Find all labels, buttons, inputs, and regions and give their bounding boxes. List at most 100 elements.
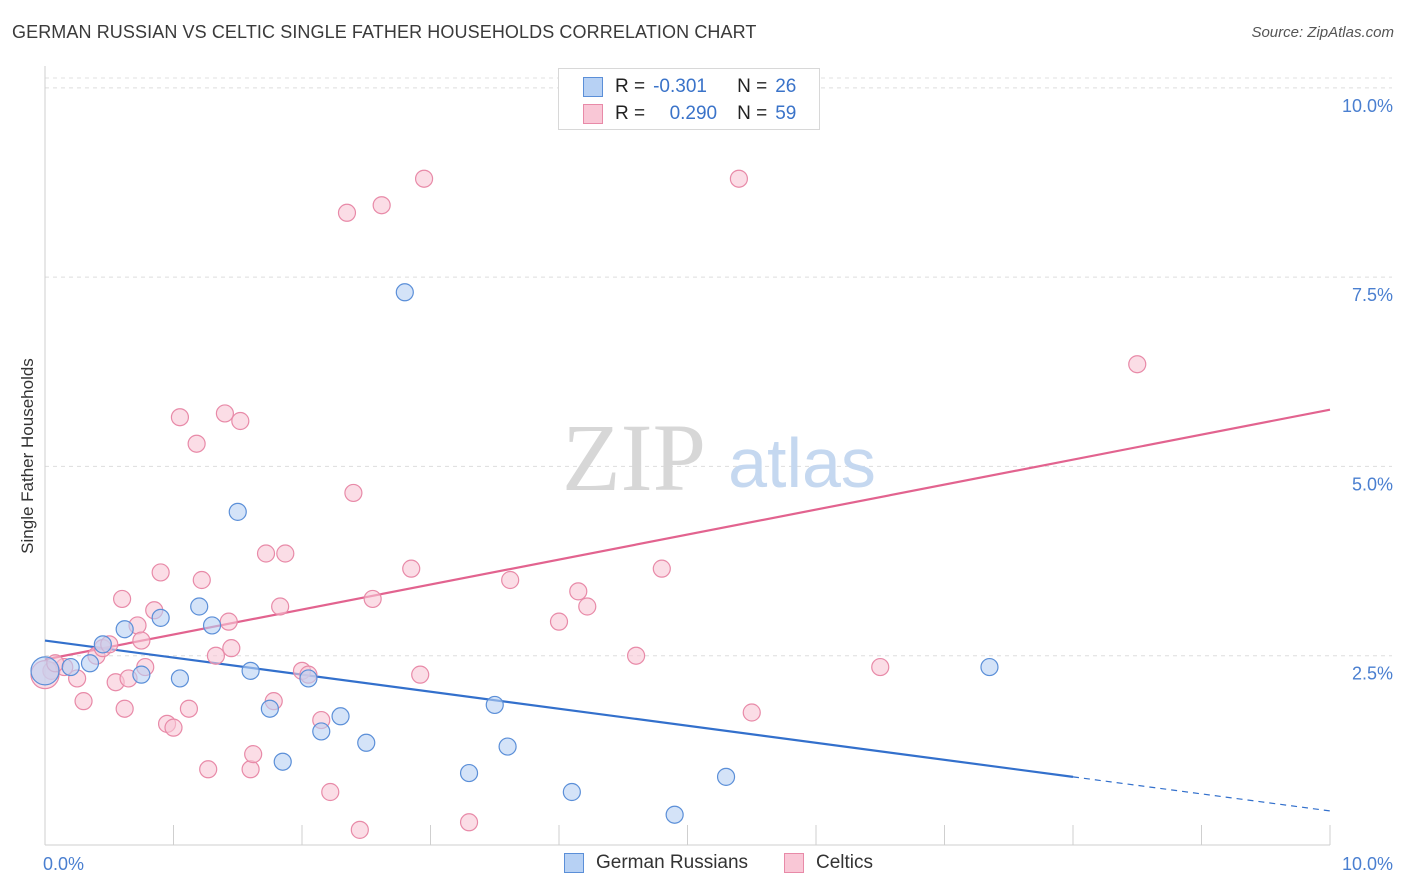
series-legend: German Russians Celtics [0, 852, 1406, 878]
data-point-celtics [164, 718, 183, 737]
legend-item-german-russians[interactable]: German Russians [564, 852, 748, 874]
data-point-celtics [871, 657, 890, 677]
data-point-celtics [350, 820, 369, 839]
data-point-german-russians [665, 805, 684, 824]
x-tick-label: 0.0% [43, 854, 84, 874]
r-value-celtics: 0.290 [669, 103, 718, 124]
data-point-celtics [626, 646, 646, 665]
data-point-celtics [132, 631, 151, 650]
data-point-celtics [115, 699, 134, 718]
data-point-german-russians [132, 665, 151, 684]
data-point-celtics [569, 582, 588, 601]
r-label: R = [615, 103, 646, 124]
data-point-celtics [742, 703, 761, 722]
watermark-atlas: atlas [728, 424, 876, 502]
data-point-german-russians [980, 657, 999, 677]
data-point-celtics [192, 570, 211, 590]
watermark: ZIP atlas [562, 404, 876, 511]
data-point-celtics [414, 169, 434, 188]
data-point-german-russians [716, 767, 736, 786]
data-point-celtics [321, 782, 340, 802]
data-point-celtics [219, 612, 238, 631]
n-value-celtics: 59 [775, 103, 797, 124]
data-point-celtics [337, 203, 357, 222]
data-point-celtics [206, 646, 226, 665]
data-point-german-russians [115, 620, 134, 639]
trend-line-celtics [44, 408, 1331, 661]
tick-labels: 2.5% 5.0% 7.5% 10.0% 0.0% 10.0% [43, 96, 1393, 874]
data-point-celtics [501, 570, 520, 590]
data-point-celtics [271, 597, 290, 616]
data-points [30, 169, 1147, 839]
data-point-celtics [344, 483, 363, 503]
y-tick-label: 5.0% [1352, 474, 1393, 494]
data-point-german-russians [190, 597, 209, 616]
gridlines [45, 77, 1392, 657]
data-point-german-russians [93, 635, 112, 654]
data-point-german-russians [30, 656, 60, 686]
n-label: N = [737, 76, 768, 97]
data-point-german-russians [273, 752, 292, 771]
r-label: R = [615, 76, 646, 97]
data-point-german-russians [357, 733, 376, 752]
data-point-german-russians [331, 707, 350, 726]
legend-label-german-russians: German Russians [596, 852, 749, 873]
data-point-german-russians [312, 722, 331, 741]
data-point-celtics [372, 196, 391, 215]
data-point-celtics [578, 597, 597, 616]
legend-row-german-russians: R = -0.301 N = 26 [583, 74, 796, 100]
legend-swatch-german-russians [583, 77, 603, 97]
data-point-celtics [187, 434, 206, 453]
data-point-celtics [256, 544, 276, 563]
legend-swatch-celtics [583, 104, 603, 124]
data-point-celtics [222, 639, 241, 658]
chart-title: GERMAN RUSSIAN VS CELTIC SINGLE FATHER H… [12, 22, 757, 42]
data-point-celtics [652, 559, 671, 578]
source-label: Source: ZipAtlas.com [1251, 24, 1394, 41]
legend-item-celtics[interactable]: Celtics [784, 852, 873, 874]
legend-label-celtics: Celtics [816, 852, 874, 873]
data-point-german-russians [562, 782, 581, 802]
data-point-german-russians [151, 608, 170, 627]
data-point-german-russians [170, 669, 190, 688]
data-point-celtics [199, 760, 218, 779]
data-point-german-russians [241, 661, 260, 680]
data-point-german-russians [498, 737, 517, 756]
legend-swatch-celtics [784, 853, 804, 873]
y-tick-label: 10.0% [1342, 96, 1393, 116]
data-point-celtics [170, 408, 190, 427]
data-point-german-russians [299, 669, 318, 688]
data-point-celtics [231, 411, 250, 431]
data-point-german-russians [485, 695, 504, 715]
data-point-celtics [244, 745, 263, 764]
data-point-celtics [276, 544, 295, 563]
data-point-celtics [459, 813, 479, 832]
data-point-celtics [549, 612, 569, 631]
y-tick-label: 7.5% [1352, 285, 1393, 305]
data-point-german-russians [459, 763, 479, 783]
data-point-celtics [363, 589, 382, 609]
data-point-german-russians [61, 657, 80, 677]
legend-row-celtics: R = 0.290 N = 59 [583, 101, 796, 127]
data-point-german-russians [202, 616, 222, 635]
r-value-german-russians: -0.301 [653, 76, 707, 97]
data-point-celtics [411, 665, 430, 684]
data-point-german-russians [260, 699, 279, 718]
data-point-celtics [112, 589, 132, 609]
axes [44, 66, 1331, 846]
data-point-celtics [729, 169, 749, 188]
data-point-celtics [179, 699, 199, 718]
data-point-celtics [1128, 355, 1147, 374]
data-point-celtics [402, 559, 421, 578]
y-tick-label: 2.5% [1352, 664, 1393, 684]
n-value-german-russians: 26 [775, 76, 797, 97]
data-point-celtics [151, 563, 170, 582]
x-tick-label: 10.0% [1342, 854, 1393, 874]
data-point-german-russians [228, 502, 247, 521]
data-point-german-russians [80, 654, 100, 673]
legend-swatch-german-russians [564, 853, 584, 873]
correlation-legend: R = -0.301 N = 26 R = 0.290 N = 59 [558, 68, 820, 130]
n-label: N = [737, 103, 768, 124]
trend-line-extension [1072, 776, 1331, 812]
